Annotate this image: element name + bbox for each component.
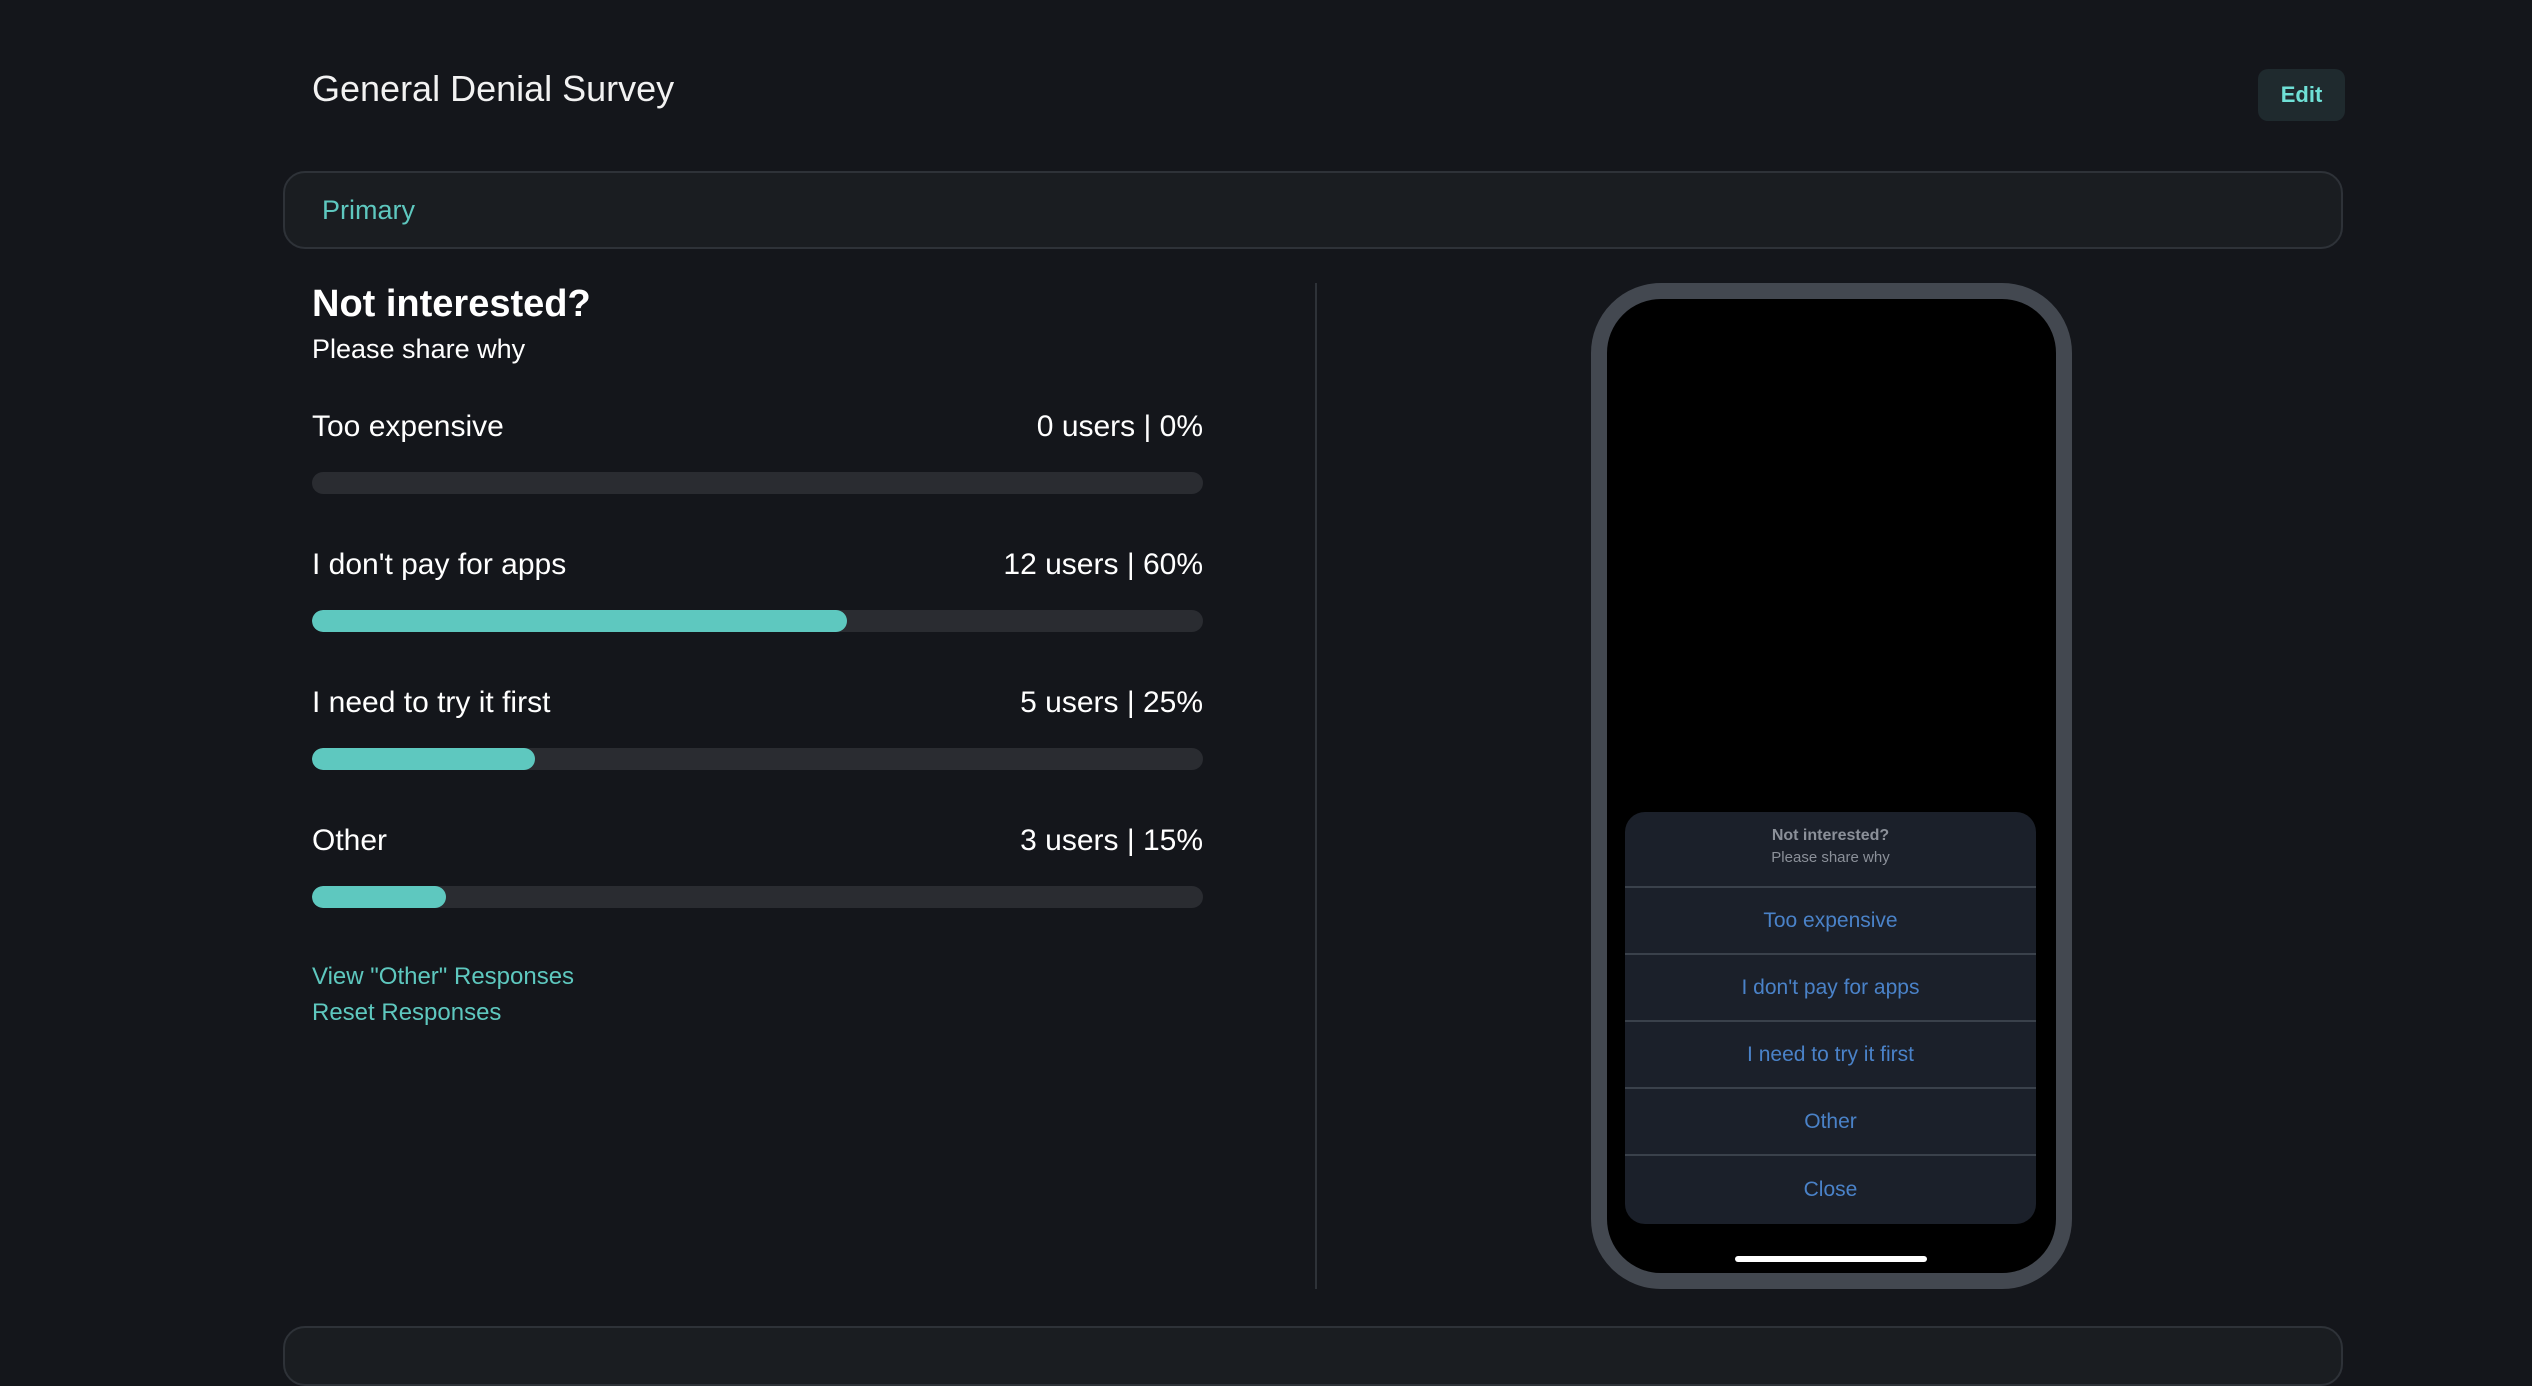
result-row: I need to try it first 5 users | 25% <box>312 686 1203 786</box>
reset-responses-link[interactable]: Reset Responses <box>312 999 502 1026</box>
result-label: Too expensive <box>312 410 504 443</box>
home-indicator <box>1735 1256 1927 1262</box>
action-sheet-close[interactable]: Close <box>1803 1177 1858 1201</box>
action-sheet-preview: Not interested? Please share why Too exp… <box>1625 812 2036 1224</box>
progress-bar <box>312 610 1203 632</box>
view-other-responses-link[interactable]: View "Other" Responses <box>312 963 575 990</box>
tab-bar: Primary <box>283 171 2343 249</box>
action-sheet-option[interactable]: I don't pay for apps <box>1625 955 2036 1022</box>
result-label: I need to try it first <box>312 686 551 719</box>
progress-fill <box>312 748 535 770</box>
result-row: Too expensive 0 users | 0% <box>312 410 1203 510</box>
action-sheet-subtitle: Please share why <box>1771 849 1890 866</box>
result-label: I don't pay for apps <box>312 548 567 581</box>
tab-primary[interactable]: Primary <box>322 195 415 225</box>
question-subtitle: Please share why <box>312 334 526 364</box>
progress-bar <box>312 472 1203 494</box>
action-sheet-header: Not interested? Please share why <box>1625 812 2036 888</box>
next-section-card <box>283 1326 2343 1386</box>
question-title: Not interested? <box>312 283 591 325</box>
result-stat: 5 users | 25% <box>1020 686 1203 719</box>
edit-button[interactable]: Edit <box>2258 69 2345 121</box>
result-stat: 12 users | 60% <box>1003 548 1203 581</box>
action-sheet-title: Not interested? <box>1771 827 1890 844</box>
page-title: General Denial Survey <box>312 68 675 109</box>
progress-fill <box>312 886 446 908</box>
result-label: Other <box>312 824 388 857</box>
progress-bar <box>312 748 1203 770</box>
progress-bar <box>312 886 1203 908</box>
result-row: I don't pay for apps 12 users | 60% <box>312 548 1203 648</box>
progress-fill <box>312 610 847 632</box>
result-stat: 0 users | 0% <box>1036 410 1203 443</box>
action-sheet-option[interactable]: I need to try it first <box>1625 1022 2036 1089</box>
action-sheet-option[interactable]: Too expensive <box>1625 888 2036 955</box>
result-stat: 3 users | 15% <box>1020 824 1203 857</box>
action-sheet-option[interactable]: Other <box>1625 1089 2036 1156</box>
result-row: Other 3 users | 15% <box>312 824 1203 924</box>
column-divider <box>1315 283 1317 1289</box>
